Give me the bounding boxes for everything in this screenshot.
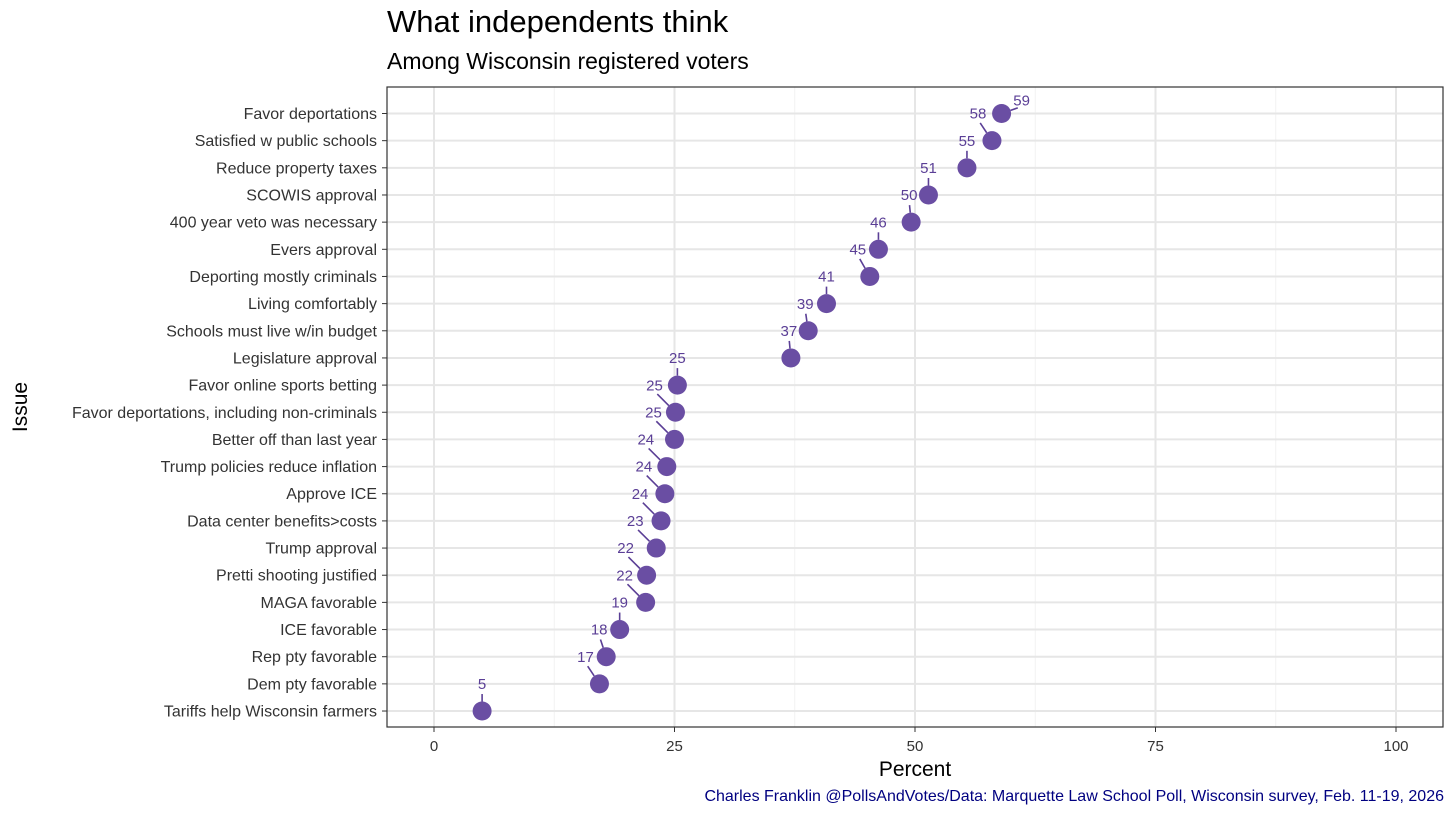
label-leader-line [859, 258, 866, 269]
data-point [665, 429, 684, 449]
y-tick-label: SCOWIS approval [246, 187, 377, 204]
data-point [646, 538, 666, 558]
x-tick-label: 100 [1383, 738, 1408, 755]
y-tick-label: Favor deportations, including non-crimin… [72, 405, 377, 422]
data-label: 55 [959, 133, 976, 150]
data-point [636, 592, 656, 612]
y-axis-title: Issue [9, 382, 32, 432]
y-tick-label: Trump policies reduce inflation [161, 459, 377, 476]
label-leader-line [642, 502, 655, 515]
data-point [992, 104, 1012, 123]
y-tick-label: Tariffs help Wisconsin farmers [164, 704, 377, 721]
data-label: 22 [617, 540, 634, 557]
y-tick-label: Trump approval [266, 541, 377, 558]
x-tick-label: 75 [1147, 738, 1164, 755]
data-point [982, 131, 1002, 151]
label-leader-line [599, 639, 604, 648]
data-point [901, 212, 921, 232]
label-leader-line [788, 340, 791, 349]
data-label: 41 [818, 269, 835, 286]
label-leader-line [1010, 107, 1019, 112]
data-label: 19 [611, 595, 628, 612]
data-label: 25 [669, 350, 686, 367]
y-tick-label: Data center benefits>costs [187, 513, 377, 530]
y-tick-label: Evers approval [270, 242, 377, 259]
data-point [868, 239, 888, 259]
data-label: 25 [646, 377, 663, 394]
data-point [472, 701, 492, 721]
y-tick-label: Deporting mostly criminals [189, 269, 377, 286]
y-tick-label: Satisfied w public schools [195, 133, 377, 150]
data-label: 50 [901, 187, 918, 204]
data-point [667, 375, 687, 395]
label-leader-line [979, 122, 988, 134]
y-tick-label: Reduce property taxes [216, 160, 377, 177]
data-point [781, 348, 801, 368]
y-tick-label: ICE favorable [280, 622, 377, 639]
data-point [860, 266, 880, 286]
y-tick-label: Schools must live w/in budget [166, 323, 377, 340]
chart-subtitle: Among Wisconsin registered voters [387, 48, 749, 74]
label-leader-line [637, 529, 651, 542]
data-point [816, 294, 836, 314]
data-point [798, 321, 818, 341]
source-caption: Charles Franklin @PollsAndVotes/Data: Ma… [704, 788, 1444, 805]
data-label: 58 [970, 106, 987, 123]
data-label: 59 [1013, 93, 1030, 110]
data-label: 24 [636, 459, 653, 476]
data-label: 39 [797, 296, 814, 313]
y-tick-label: 400 year veto was necessary [170, 215, 377, 232]
data-label: 24 [632, 486, 649, 503]
data-point [651, 511, 671, 531]
data-label: 45 [849, 241, 866, 258]
data-label: 17 [577, 649, 594, 666]
data-point [918, 185, 938, 205]
data-label: 22 [616, 567, 633, 584]
y-tick-label: Approve ICE [286, 486, 377, 503]
y-tick-label: Favor online sports betting [188, 378, 377, 395]
y-tick-label: Legislature approval [233, 350, 377, 367]
y-tick-label: Rep pty favorable [252, 649, 378, 666]
data-point [610, 620, 630, 640]
data-label: 24 [637, 432, 654, 449]
data-point [665, 402, 685, 422]
x-axis-title: Percent [879, 758, 952, 781]
data-point [655, 484, 675, 504]
data-label: 18 [591, 622, 608, 639]
data-label: 46 [870, 214, 887, 231]
label-leader-line [908, 205, 912, 213]
label-leader-line [804, 313, 808, 322]
label-leader-line [648, 447, 661, 461]
x-tick-label: 0 [430, 738, 438, 755]
label-leader-line [655, 420, 669, 434]
label-leader-line [587, 665, 595, 677]
label-leader-line [626, 583, 640, 597]
label-leader-line [627, 556, 641, 570]
data-label: 37 [781, 323, 798, 340]
data-point [957, 158, 977, 178]
x-tick-label: 25 [666, 738, 683, 755]
y-tick-label: Better off than last year [212, 432, 378, 449]
y-tick-label: Favor deportations [244, 106, 377, 123]
data-point [596, 647, 616, 667]
data-point [589, 674, 609, 694]
data-label: 23 [627, 513, 644, 530]
data-label: 25 [645, 404, 662, 421]
y-tick-label: Dem pty favorable [247, 676, 377, 693]
label-leader-line [656, 393, 670, 407]
chart-title: What independents think [387, 4, 729, 39]
data-label: 51 [920, 160, 937, 177]
y-tick-label: Living comfortably [248, 296, 377, 313]
data-point [657, 457, 677, 477]
y-tick-label: MAGA favorable [261, 595, 378, 612]
data-point [637, 565, 657, 585]
data-label: 5 [478, 676, 486, 693]
x-tick-label: 50 [907, 738, 924, 755]
y-tick-label: Pretti shooting justified [216, 568, 377, 585]
label-leader-line [646, 475, 659, 488]
